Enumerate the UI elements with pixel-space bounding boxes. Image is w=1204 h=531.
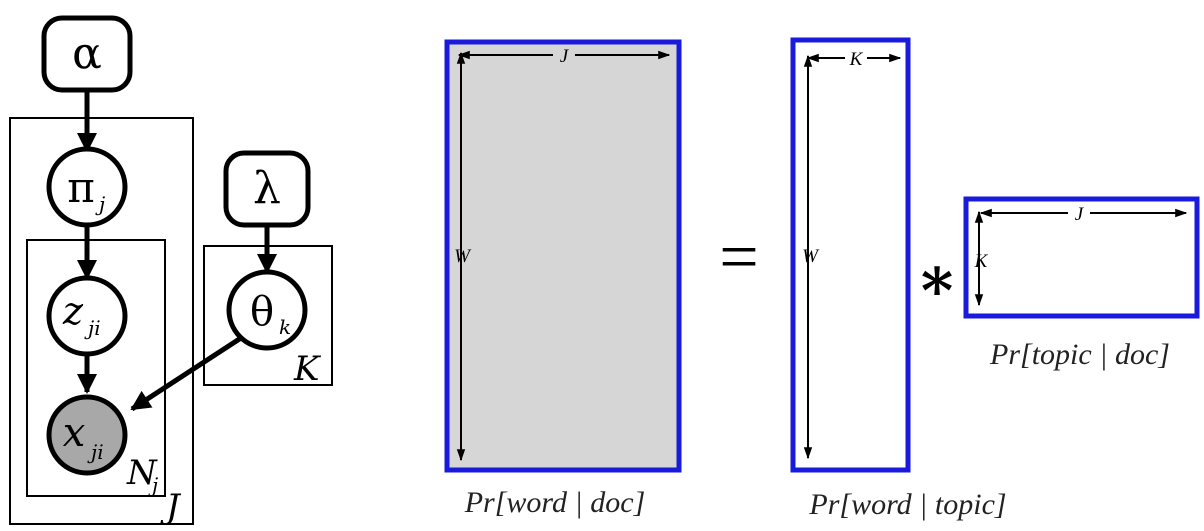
alpha-symbol: α (72, 28, 102, 79)
caption-a: topic (1032, 338, 1092, 371)
graphical-model: α λ π j z ji θ k x ji J N j K (9, 15, 333, 527)
node-theta (226, 269, 308, 351)
dim-label-k-matrix3: K (974, 251, 989, 272)
pi-symbol: π (67, 163, 95, 212)
dim-label-bg (553, 45, 575, 65)
caption-post: ] (633, 486, 646, 519)
theta-symbol: θ (250, 289, 274, 335)
dim-label-bg (1068, 203, 1090, 223)
caption-b: topic (935, 488, 995, 521)
caption-word-topic: Pr[word | topic] (808, 488, 1006, 521)
node-pi (46, 146, 128, 228)
pi-subscript: j (95, 192, 105, 216)
caption-sep: | (567, 486, 590, 519)
caption-topic-doc: Pr[topic | doc] (989, 338, 1170, 371)
dim-label-bg (845, 48, 867, 68)
caption-post: ] (1157, 338, 1170, 371)
dim-label-k-matrix2: K (849, 49, 864, 70)
caption-word-doc: Pr[word | doc] (464, 486, 646, 519)
z-subscript: ji (84, 316, 101, 340)
node-x (46, 394, 128, 476)
equals-sign: = (719, 219, 758, 296)
caption-sep: | (912, 488, 935, 521)
caption-pre: Pr[ (989, 338, 1033, 371)
plate-label-docs: J (160, 487, 182, 527)
node-alpha (41, 15, 133, 93)
edge-theta-x (130, 333, 246, 412)
z-symbol: z (62, 289, 84, 333)
caption-pre: Pr[ (464, 486, 508, 519)
caption-b: doc (590, 486, 633, 519)
matrix-word-doc (444, 39, 682, 473)
dim-label-j-matrix3: J (1075, 204, 1085, 225)
node-lambda (223, 150, 311, 228)
plate-documents (9, 117, 194, 525)
multiply-sign: ∗ (916, 246, 959, 314)
dim-label-j-matrix1: J (560, 46, 570, 67)
plate-label-words: N (126, 453, 158, 493)
theta-subscript: k (279, 315, 291, 339)
matrix-factorization: J W Pr[word | doc] = K W Pr[word | topic… (444, 37, 1200, 521)
caption-a: word (506, 486, 568, 519)
caption-pre: Pr[ (808, 488, 852, 521)
lambda-symbol: λ (253, 163, 281, 214)
caption-a: word (851, 488, 913, 521)
caption-b: doc (1115, 338, 1158, 371)
plate-words (26, 239, 166, 497)
x-subscript: ji (87, 440, 104, 464)
caption-sep: | (1092, 338, 1115, 371)
plate-label-topics: K (293, 349, 322, 389)
dim-label-w-matrix2: W (802, 246, 820, 267)
caption-post: ] (994, 488, 1007, 521)
node-z (46, 275, 128, 357)
x-symbol: x (63, 410, 86, 456)
dim-label-w-matrix1: W (454, 246, 472, 267)
plate-label-words-sub: j (148, 473, 158, 497)
